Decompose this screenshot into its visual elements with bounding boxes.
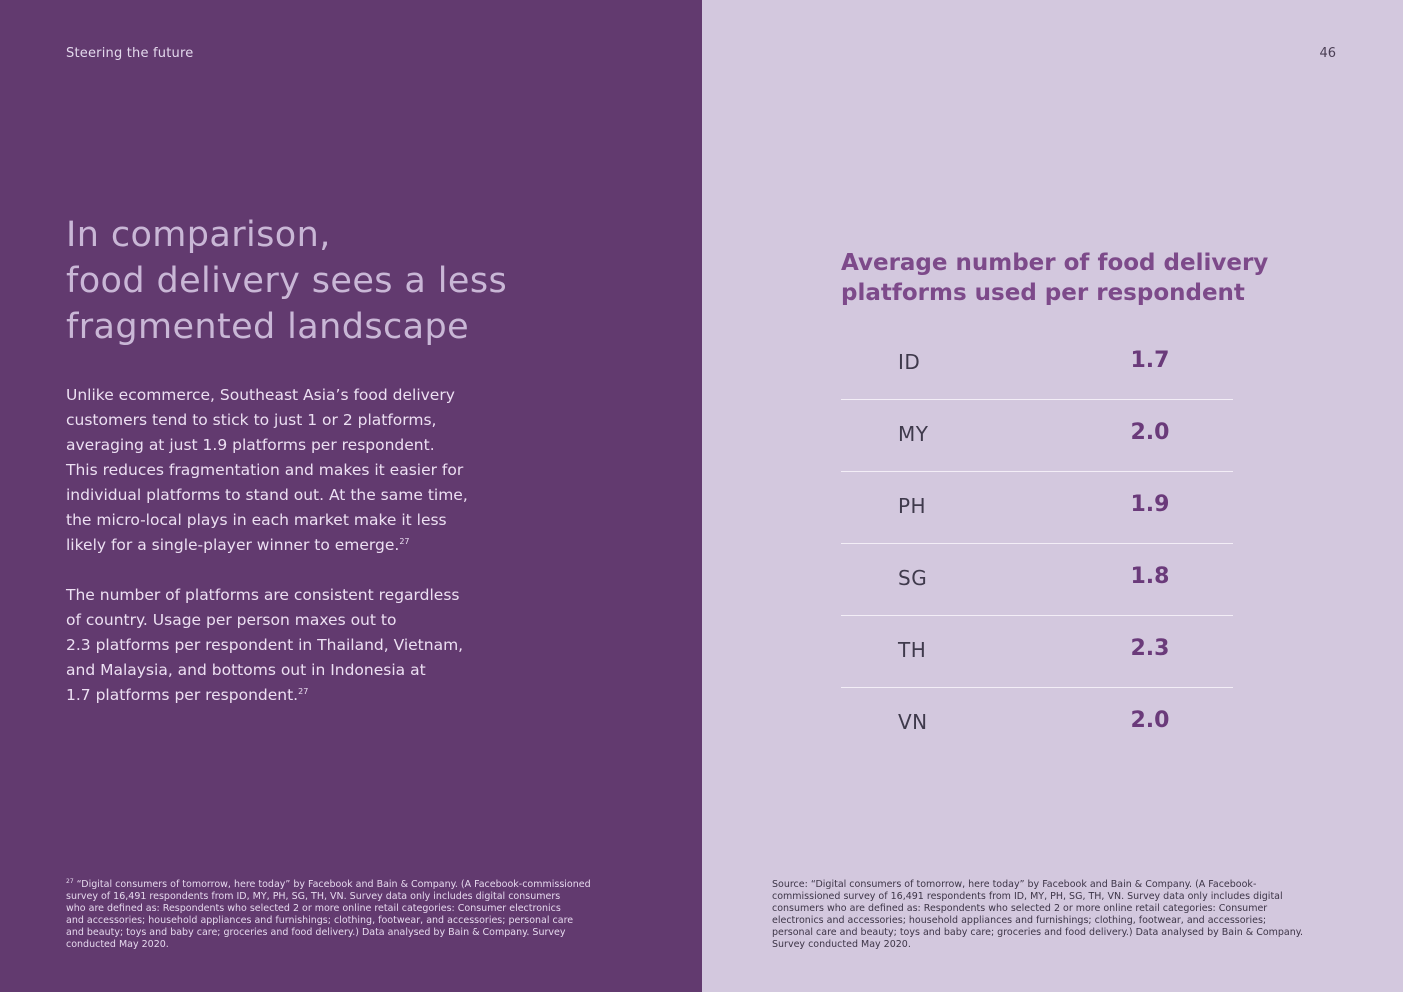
footnote-line-text: “Digital consumers of tomorrow, here tod… [76, 879, 591, 890]
table-row: SG 1.8 [841, 544, 1233, 616]
footnote-line: and accessories; household appliances an… [66, 915, 574, 926]
source-line: personal care and beauty; toys and baby … [772, 927, 1304, 938]
source-line: Source: “Digital consumers of tomorrow, … [772, 879, 1257, 890]
paragraph-line: 1.7 platforms per respondent.27 [66, 683, 536, 708]
paragraph-line-text: likely for a single-player winner to eme… [66, 536, 400, 554]
footnote-line: and beauty; toys and baby care; grocerie… [66, 927, 566, 938]
footnote-ref: 27 [399, 537, 410, 546]
page-number: 46 [1319, 46, 1336, 61]
table-row: VN 2.0 [841, 688, 1233, 759]
section-label: Steering the future [66, 46, 194, 61]
paragraph-line: The number of platforms are consistent r… [66, 586, 460, 604]
paragraph-line: and Malaysia, and bottoms out in Indones… [66, 661, 426, 679]
body-paragraph-1: Unlike ecommerce, Southeast Asia’s food … [66, 383, 536, 558]
table-row: PH 1.9 [841, 472, 1233, 544]
left-panel: Steering the future In comparison, food … [0, 0, 702, 992]
country-code: SG [898, 566, 928, 590]
paragraph-line-text: 1.7 platforms per respondent. [66, 686, 299, 704]
table-row: ID 1.7 [841, 328, 1233, 400]
paragraph-line: the micro-local plays in each market mak… [66, 511, 447, 529]
paragraph-line: individual platforms to stand out. At th… [66, 486, 468, 504]
footnote-number: 27 [66, 878, 74, 885]
platform-count-value: 2.3 [1130, 636, 1170, 661]
platform-count-value: 1.7 [1130, 348, 1170, 373]
table-row: MY 2.0 [841, 400, 1233, 472]
chart-title-line: Average number of food delivery [841, 250, 1269, 276]
country-code: TH [898, 638, 927, 662]
heading-line: In comparison, [66, 215, 331, 255]
paragraph-line: of country. Usage per person maxes out t… [66, 611, 397, 629]
platform-count-value: 1.8 [1130, 564, 1170, 589]
paragraph-line: This reduces fragmentation and makes it … [66, 461, 464, 479]
source-note: Source: “Digital consumers of tomorrow, … [772, 879, 1332, 951]
footnote-line: survey of 16,491 respondents from ID, MY… [66, 891, 561, 902]
country-code: MY [898, 422, 929, 446]
source-line: Survey conducted May 2020. [772, 939, 911, 950]
platform-count-value: 2.0 [1130, 708, 1170, 733]
paragraph-line: customers tend to stick to just 1 or 2 p… [66, 411, 437, 429]
source-line: commissioned survey of 16,491 respondent… [772, 891, 1283, 902]
heading-line: fragmented landscape [66, 307, 470, 347]
country-code: ID [898, 350, 921, 374]
footnote-line: who are defined as: Respondents who sele… [66, 903, 561, 914]
page-heading: In comparison, food delivery sees a less… [66, 212, 666, 350]
country-code: PH [898, 494, 927, 518]
heading-line: food delivery sees a less [66, 261, 508, 301]
paragraph-line: 2.3 platforms per respondent in Thailand… [66, 636, 464, 654]
footnote-line: conducted May 2020. [66, 939, 169, 950]
country-code: VN [898, 710, 928, 734]
platform-count-value: 1.9 [1130, 492, 1170, 517]
footnote: 27 “Digital consumers of tomorrow, here … [66, 879, 626, 951]
footnote-line: 27 “Digital consumers of tomorrow, here … [66, 879, 626, 891]
body-paragraph-2: The number of platforms are consistent r… [66, 583, 536, 708]
chart-title: Average number of food delivery platform… [841, 248, 1301, 308]
right-panel: 46 [702, 0, 1403, 992]
source-line: electronics and accessories; household a… [772, 915, 1267, 926]
source-line: consumers who are defined as: Respondent… [772, 903, 1268, 914]
paragraph-line: Unlike ecommerce, Southeast Asia’s food … [66, 386, 455, 404]
platform-count-value: 2.0 [1130, 420, 1170, 445]
platforms-table: ID 1.7 MY 2.0 PH 1.9 SG 1.8 TH 2.3 VN 2.0 [841, 328, 1233, 759]
table-row: TH 2.3 [841, 616, 1233, 688]
footnote-ref: 27 [298, 687, 309, 696]
paragraph-line: likely for a single-player winner to eme… [66, 533, 536, 558]
chart-title-line: platforms used per respondent [841, 280, 1245, 306]
paragraph-line: averaging at just 1.9 platforms per resp… [66, 436, 435, 454]
